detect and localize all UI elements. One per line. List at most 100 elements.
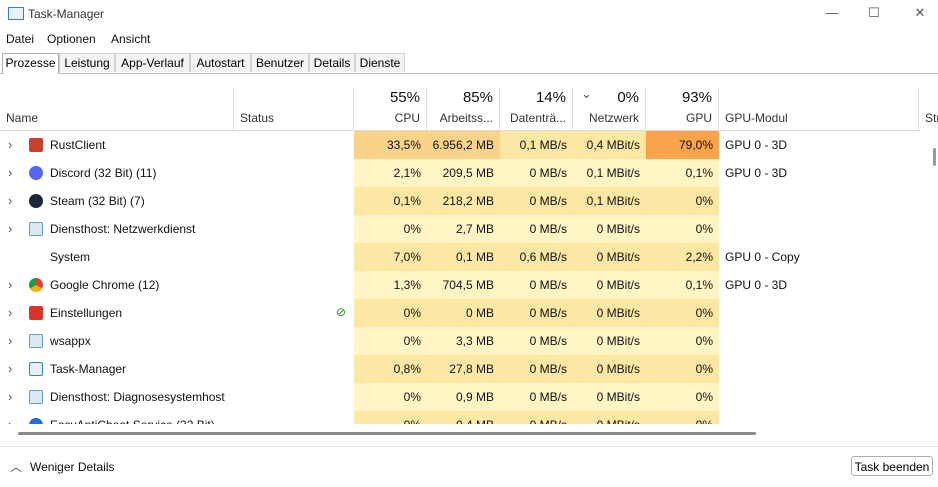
expand-chevron-icon[interactable]: › (8, 137, 13, 152)
cell-net: 0,1 MBit/s (573, 187, 646, 215)
expand-chevron-icon[interactable]: › (8, 193, 13, 208)
settings-icon (29, 306, 43, 320)
sort-chevron-icon: ⌄ (581, 86, 592, 101)
close-button[interactable]: ✕ (914, 5, 926, 20)
cell-gpu: 0% (646, 327, 719, 355)
column-header-power[interactable]: Str (925, 111, 938, 125)
expand-chevron-icon[interactable]: › (8, 305, 13, 320)
tab-bar: Prozesse Leistung App-Verlauf Autostart … (0, 53, 938, 74)
cell-mem: 2,7 MB (427, 215, 500, 243)
cell-cpu: 0% (354, 327, 427, 355)
cell-cpu: 0% (354, 299, 427, 327)
expand-chevron-icon[interactable]: › (8, 333, 13, 348)
process-row[interactable]: › Task-Manager 0,8% 27,8 MB 0 MB/s 0 MBit/s 0% (0, 355, 920, 383)
tab-prozesse[interactable]: Prozesse (2, 53, 59, 74)
expand-chevron-icon[interactable]: › (8, 389, 13, 404)
menu-optionen[interactable]: Optionen (47, 32, 96, 46)
maximize-button[interactable]: ☐ (868, 5, 880, 20)
horizontal-scrollbar[interactable] (0, 424, 938, 440)
cell-net: 0 MBit/s (573, 215, 646, 243)
process-name: RustClient (50, 138, 106, 152)
cell-gpu-engine (719, 383, 919, 411)
window-title: Task-Manager (28, 7, 105, 21)
process-row[interactable]: › Google Chrome (12) 1,3% 704,5 MB 0 MB/s 0 M… (0, 271, 920, 299)
horizontal-scrollbar-thumb[interactable] (18, 432, 756, 435)
column-header-gpu[interactable]: 93% GPU (646, 88, 719, 130)
cell-gpu-engine (719, 411, 919, 424)
menu-ansicht[interactable]: Ansicht (111, 32, 151, 46)
expand-chevron-icon[interactable]: › (8, 165, 13, 180)
process-row[interactable]: › Einstellungen ⊘ 0% 0 MB 0 MB/s 0 MBit/s 0% (0, 299, 920, 327)
process-row[interactable]: › Steam (32 Bit) (7) 0,1% 218,2 MB 0 MB/s 0,1… (0, 187, 920, 215)
tab-benutzer[interactable]: Benutzer (251, 53, 309, 72)
process-name: Einstellungen (50, 306, 123, 320)
leaf-icon: ⊘ (336, 305, 347, 319)
cell-gpu-engine (719, 187, 919, 215)
end-task-button[interactable]: Task beenden (851, 456, 933, 476)
cell-disk: 0 MB/s (500, 383, 573, 411)
cell-net: 0 MBit/s (573, 299, 646, 327)
cell-mem: 209,5 MB (427, 159, 500, 187)
cell-mem: 3,3 MB (427, 327, 500, 355)
cell-mem: 0,4 MB (427, 411, 500, 424)
cell-disk: 0 MB/s (500, 159, 573, 187)
column-header-memory[interactable]: 85% Arbeitss... (427, 88, 500, 130)
process-row[interactable]: System 7,0% 0,1 MB 0,6 MB/s 0 MBit/s 2,2% GPU … (0, 243, 920, 271)
column-header-status[interactable]: Status (234, 88, 354, 130)
cell-mem: 0,1 MB (427, 243, 500, 271)
cell-gpu: 0% (646, 299, 719, 327)
cell-gpu: 2,2% (646, 243, 719, 271)
vertical-scrollbar[interactable] (929, 131, 938, 424)
column-header-name[interactable]: Name (0, 88, 234, 130)
process-row[interactable]: ›EasyAntiCheat Service (32 Bit)0%0,4 MB0… (0, 411, 920, 424)
discord-icon (29, 166, 43, 180)
tab-dienste[interactable]: Dienste (355, 53, 405, 72)
cell-gpu-engine (719, 215, 919, 243)
column-header-network[interactable]: ⌄ 0% Netzwerk (573, 86, 646, 130)
process-name: Diensthost: Diagnosesystemhost (50, 390, 225, 404)
process-row[interactable]: › Diensthost: Netzwerkdienst 0% 2,7 MB 0 MB/… (0, 215, 920, 243)
cell-mem: 704,5 MB (427, 271, 500, 299)
column-header-disk[interactable]: 14% Datenträ... (500, 88, 573, 130)
steam-icon (29, 194, 43, 208)
title-bar: Task-Manager — ☐ ✕ (0, 0, 938, 28)
process-row[interactable]: › Discord (32 Bit) (11) 2,1% 209,5 MB 0 MB/s… (0, 159, 920, 187)
cell-cpu: 33,5% (354, 131, 427, 159)
cell-cpu: 0,1% (354, 187, 427, 215)
footer-divider (0, 446, 938, 447)
cell-cpu: 0% (354, 215, 427, 243)
cell-gpu: 0% (646, 215, 719, 243)
column-header-cpu[interactable]: 55% CPU (354, 88, 427, 130)
taskmanager-icon (29, 362, 43, 376)
process-row[interactable]: › RustClient 33,5% 6.956,2 MB 0,1 MB/s 0,4 MB… (0, 131, 920, 159)
cell-gpu-engine (719, 355, 919, 383)
tab-autostart[interactable]: Autostart (190, 53, 251, 72)
tab-leistung[interactable]: Leistung (59, 53, 115, 72)
chevron-up-icon: ︿ (10, 460, 23, 474)
minimize-button[interactable]: — (825, 5, 839, 20)
chrome-icon (29, 278, 43, 292)
cell-cpu: 7,0% (354, 243, 427, 271)
process-name: Discord (32 Bit) (11) (50, 166, 157, 180)
gear-icon (29, 390, 43, 404)
tab-app-verlauf[interactable]: App-Verlauf (115, 53, 190, 72)
process-row[interactable]: › wsappx 0% 3,3 MB 0 MB/s 0 MBit/s 0% (0, 327, 920, 355)
menu-datei[interactable]: Datei (6, 32, 35, 46)
expand-chevron-icon[interactable]: › (8, 411, 12, 424)
cell-gpu-engine: GPU 0 - 3D (725, 278, 788, 292)
cell-gpu: 0,1% (646, 159, 719, 187)
cell-disk: 0 MB/s (500, 355, 573, 383)
expand-chevron-icon[interactable]: › (8, 277, 13, 292)
expand-chevron-icon[interactable]: › (8, 221, 13, 236)
tab-details[interactable]: Details (309, 53, 355, 72)
cell-cpu: 0% (354, 411, 427, 424)
cell-mem: 218,2 MB (427, 187, 500, 215)
cell-net: 0 MBit/s (573, 411, 646, 424)
expand-chevron-icon[interactable]: › (8, 361, 13, 376)
cell-cpu: 1,3% (354, 271, 427, 299)
fewer-details-button[interactable]: ︿ Weniger Details (10, 460, 115, 474)
column-header-gpu-engine[interactable]: GPU-Modul (719, 88, 919, 130)
process-row[interactable]: › Diensthost: Diagnosesystemhost 0% 0,9 MB 0… (0, 383, 920, 411)
cell-cpu: 0% (354, 383, 427, 411)
vertical-scrollbar-thumb[interactable] (933, 148, 936, 166)
